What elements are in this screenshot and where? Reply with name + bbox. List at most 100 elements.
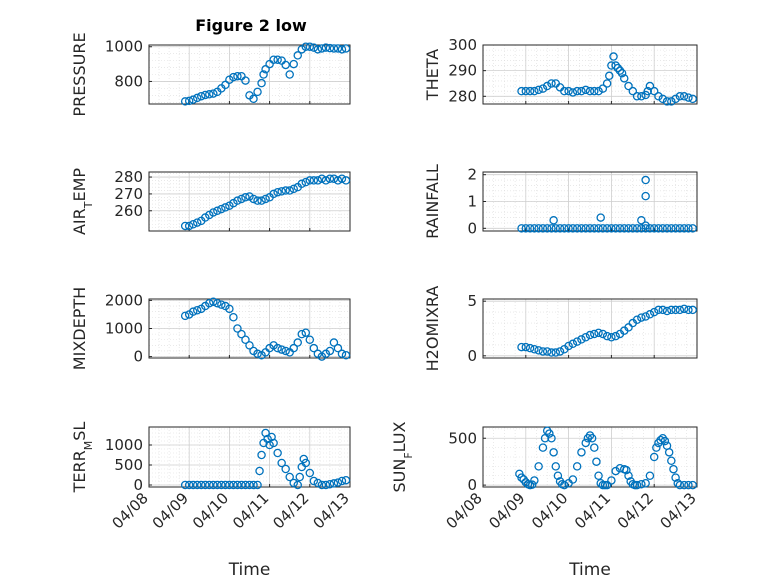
data-point	[241, 480, 250, 490]
data-point	[675, 92, 685, 101]
data-point	[596, 213, 605, 222]
data-point	[309, 176, 319, 185]
data-point	[598, 84, 608, 93]
data-point	[313, 478, 323, 488]
data-point	[568, 224, 578, 233]
data-point	[285, 70, 294, 79]
data-point	[233, 71, 242, 81]
data-point	[192, 480, 202, 490]
data-point	[664, 448, 674, 457]
data-point	[317, 174, 327, 183]
y-axis-label-part: TERR	[70, 450, 89, 493]
data-point	[594, 86, 603, 96]
y-tick-label: 2000	[105, 291, 143, 309]
y-tick-label: 280	[448, 87, 477, 105]
data-point	[587, 433, 597, 443]
data-point	[560, 480, 569, 490]
data-point	[643, 86, 653, 96]
data-point	[257, 450, 266, 460]
data-point	[645, 81, 655, 91]
data-point	[325, 43, 335, 53]
data-point	[245, 341, 254, 350]
data-point	[590, 443, 599, 452]
data-point	[245, 480, 254, 490]
data-point	[341, 350, 351, 360]
data-point	[688, 224, 697, 233]
data-point	[525, 224, 535, 233]
data-point	[577, 86, 586, 96]
data-point	[261, 65, 270, 74]
data-point	[679, 92, 689, 101]
y-tick-label: 1000	[105, 320, 143, 338]
data-point	[321, 480, 331, 490]
data-point	[637, 479, 646, 489]
data-point	[201, 90, 210, 100]
data-point	[619, 74, 629, 83]
data-point	[602, 331, 612, 341]
data-point	[602, 79, 612, 88]
data-point	[184, 480, 194, 490]
y-tick-label: 800	[114, 72, 143, 90]
data-point	[572, 224, 582, 233]
data-point	[209, 89, 218, 98]
data-point	[613, 63, 623, 73]
data-point	[594, 328, 603, 338]
data-point	[534, 224, 543, 233]
data-point	[201, 480, 210, 490]
data-point	[624, 224, 633, 233]
data-point	[233, 480, 242, 490]
data-point	[209, 480, 218, 490]
data-point	[205, 480, 214, 490]
y-tick-label: 260	[114, 202, 143, 220]
data-point	[564, 86, 573, 96]
data-point	[229, 480, 238, 490]
data-point	[321, 43, 331, 52]
data-point	[289, 343, 298, 353]
data-point	[577, 448, 586, 457]
data-point	[658, 94, 668, 104]
data-point	[549, 448, 558, 457]
y-tick-label: 0	[133, 348, 143, 366]
data-point	[538, 443, 548, 452]
data-point	[341, 475, 351, 485]
data-point	[590, 86, 599, 96]
data-point	[241, 76, 250, 85]
data-point	[585, 330, 595, 340]
data-point	[213, 298, 222, 308]
data-point	[547, 79, 556, 88]
data-point	[560, 86, 569, 96]
data-point	[605, 71, 614, 81]
data-point	[645, 310, 655, 319]
y-axis-label: SUNFLUX	[390, 421, 415, 492]
data-point	[619, 224, 629, 233]
data-point	[180, 221, 190, 231]
data-point	[309, 43, 319, 52]
data-point	[632, 315, 642, 325]
data-point	[188, 95, 198, 104]
data-point	[641, 312, 650, 321]
axes-frame	[148, 171, 351, 232]
data-point	[684, 93, 693, 102]
data-point	[205, 298, 214, 308]
data-point	[637, 92, 646, 101]
y-axis-label-part: LUX	[390, 421, 409, 452]
y-axis-label-part: F	[402, 452, 415, 458]
data-point	[321, 176, 331, 185]
data-point	[592, 457, 601, 466]
data-point	[542, 81, 552, 91]
data-point	[641, 191, 650, 201]
y-axis-label-part: T	[82, 201, 95, 209]
y-tick-label: 290	[448, 62, 477, 80]
data-point	[209, 297, 218, 307]
data-point	[289, 59, 298, 69]
data-point	[551, 224, 561, 233]
data-point	[641, 175, 650, 185]
x-axis-label: Time	[568, 560, 611, 580]
data-point	[229, 72, 238, 82]
data-point	[209, 208, 218, 217]
data-point	[688, 480, 697, 490]
data-point	[521, 86, 531, 96]
data-point	[233, 196, 242, 205]
data-point	[581, 224, 590, 233]
